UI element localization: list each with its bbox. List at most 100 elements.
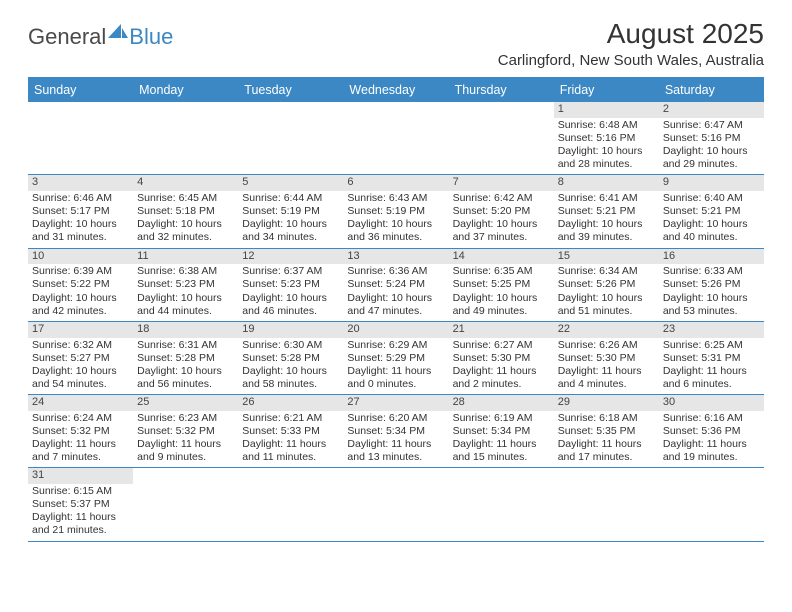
day-detail: Sunset: 5:28 PM — [242, 352, 339, 365]
day-number: 24 — [28, 395, 133, 411]
day-detail: and 0 minutes. — [347, 378, 444, 391]
day-detail: Sunrise: 6:23 AM — [137, 412, 234, 425]
day-cell: 21Sunrise: 6:27 AMSunset: 5:30 PMDayligh… — [449, 322, 554, 394]
day-detail: Sunrise: 6:21 AM — [242, 412, 339, 425]
day-detail: Daylight: 10 hours — [137, 365, 234, 378]
day-detail: Sunset: 5:26 PM — [558, 278, 655, 291]
day-detail: Daylight: 10 hours — [32, 292, 129, 305]
day-detail: Sunset: 5:30 PM — [453, 352, 550, 365]
day-detail: and 49 minutes. — [453, 305, 550, 318]
day-number: 13 — [343, 249, 448, 265]
day-detail: Sunrise: 6:19 AM — [453, 412, 550, 425]
day-detail: and 44 minutes. — [137, 305, 234, 318]
day-detail: Daylight: 10 hours — [242, 218, 339, 231]
day-detail: Sunset: 5:32 PM — [32, 425, 129, 438]
day-detail: Sunset: 5:33 PM — [242, 425, 339, 438]
day-detail: and 32 minutes. — [137, 231, 234, 244]
day-detail: Sunset: 5:30 PM — [558, 352, 655, 365]
day-detail: Daylight: 10 hours — [347, 218, 444, 231]
day-detail: Sunset: 5:18 PM — [137, 205, 234, 218]
week-row: 17Sunrise: 6:32 AMSunset: 5:27 PMDayligh… — [28, 322, 764, 395]
day-detail: Daylight: 10 hours — [558, 218, 655, 231]
title-block: August 2025 Carlingford, New South Wales… — [498, 18, 764, 69]
day-detail: Sunset: 5:24 PM — [347, 278, 444, 291]
day-number: 31 — [28, 468, 133, 484]
day-detail: Daylight: 11 hours — [242, 438, 339, 451]
day-detail: Daylight: 11 hours — [347, 365, 444, 378]
day-detail: and 37 minutes. — [453, 231, 550, 244]
location-text: Carlingford, New South Wales, Australia — [498, 52, 764, 69]
day-detail: Sunset: 5:16 PM — [663, 132, 760, 145]
day-cell: 29Sunrise: 6:18 AMSunset: 5:35 PMDayligh… — [554, 395, 659, 467]
day-detail: Sunrise: 6:43 AM — [347, 192, 444, 205]
day-cell: 5Sunrise: 6:44 AMSunset: 5:19 PMDaylight… — [238, 175, 343, 247]
day-number: 26 — [238, 395, 343, 411]
day-cell — [659, 468, 764, 540]
week-row: 10Sunrise: 6:39 AMSunset: 5:22 PMDayligh… — [28, 249, 764, 322]
day-number: 11 — [133, 249, 238, 265]
day-cell — [554, 468, 659, 540]
day-cell — [238, 468, 343, 540]
day-detail: and 36 minutes. — [347, 231, 444, 244]
day-detail: Daylight: 10 hours — [32, 365, 129, 378]
day-cell: 13Sunrise: 6:36 AMSunset: 5:24 PMDayligh… — [343, 249, 448, 321]
day-number: 1 — [554, 102, 659, 118]
day-detail: Sunrise: 6:36 AM — [347, 265, 444, 278]
day-number: 6 — [343, 175, 448, 191]
day-detail: Daylight: 11 hours — [558, 365, 655, 378]
day-number: 7 — [449, 175, 554, 191]
day-detail: Sunrise: 6:45 AM — [137, 192, 234, 205]
day-detail: Sunset: 5:32 PM — [137, 425, 234, 438]
day-detail: and 42 minutes. — [32, 305, 129, 318]
day-detail: Sunrise: 6:18 AM — [558, 412, 655, 425]
day-detail: and 40 minutes. — [663, 231, 760, 244]
day-cell: 26Sunrise: 6:21 AMSunset: 5:33 PMDayligh… — [238, 395, 343, 467]
day-number: 17 — [28, 322, 133, 338]
day-cell: 17Sunrise: 6:32 AMSunset: 5:27 PMDayligh… — [28, 322, 133, 394]
day-detail: and 9 minutes. — [137, 451, 234, 464]
day-detail: Daylight: 11 hours — [32, 438, 129, 451]
day-cell: 2Sunrise: 6:47 AMSunset: 5:16 PMDaylight… — [659, 102, 764, 174]
brand-part2: Blue — [129, 24, 173, 50]
day-detail: Sunset: 5:27 PM — [32, 352, 129, 365]
day-detail: and 34 minutes. — [242, 231, 339, 244]
day-detail: Sunset: 5:23 PM — [242, 278, 339, 291]
day-detail: Daylight: 11 hours — [137, 438, 234, 451]
day-detail: Sunrise: 6:40 AM — [663, 192, 760, 205]
day-detail: Sunrise: 6:37 AM — [242, 265, 339, 278]
day-detail: Daylight: 10 hours — [32, 218, 129, 231]
day-number: 28 — [449, 395, 554, 411]
day-detail: Sunset: 5:31 PM — [663, 352, 760, 365]
day-detail: and 19 minutes. — [663, 451, 760, 464]
day-detail: Daylight: 10 hours — [663, 292, 760, 305]
day-cell — [133, 468, 238, 540]
day-header: Sunday — [28, 78, 133, 102]
month-title: August 2025 — [498, 18, 764, 50]
calendar-page: General Blue August 2025 Carlingford, Ne… — [0, 0, 792, 542]
day-cell: 28Sunrise: 6:19 AMSunset: 5:34 PMDayligh… — [449, 395, 554, 467]
day-detail: Sunset: 5:37 PM — [32, 498, 129, 511]
day-detail: Sunset: 5:28 PM — [137, 352, 234, 365]
day-detail: Sunset: 5:16 PM — [558, 132, 655, 145]
day-header: Saturday — [659, 78, 764, 102]
day-detail: Sunrise: 6:35 AM — [453, 265, 550, 278]
day-detail: Sunrise: 6:47 AM — [663, 119, 760, 132]
day-detail: Sunrise: 6:24 AM — [32, 412, 129, 425]
day-cell: 25Sunrise: 6:23 AMSunset: 5:32 PMDayligh… — [133, 395, 238, 467]
week-row: 31Sunrise: 6:15 AMSunset: 5:37 PMDayligh… — [28, 468, 764, 541]
day-detail: Sunrise: 6:46 AM — [32, 192, 129, 205]
day-detail: and 28 minutes. — [558, 158, 655, 171]
day-number: 23 — [659, 322, 764, 338]
day-cell — [343, 102, 448, 174]
day-number: 15 — [554, 249, 659, 265]
day-detail: Sunrise: 6:15 AM — [32, 485, 129, 498]
day-detail: Sunrise: 6:20 AM — [347, 412, 444, 425]
day-cell: 10Sunrise: 6:39 AMSunset: 5:22 PMDayligh… — [28, 249, 133, 321]
day-detail: Sunrise: 6:41 AM — [558, 192, 655, 205]
day-cell: 19Sunrise: 6:30 AMSunset: 5:28 PMDayligh… — [238, 322, 343, 394]
day-cell: 24Sunrise: 6:24 AMSunset: 5:32 PMDayligh… — [28, 395, 133, 467]
day-detail: Daylight: 10 hours — [242, 292, 339, 305]
day-cell: 15Sunrise: 6:34 AMSunset: 5:26 PMDayligh… — [554, 249, 659, 321]
day-detail: Daylight: 10 hours — [453, 218, 550, 231]
day-cell: 27Sunrise: 6:20 AMSunset: 5:34 PMDayligh… — [343, 395, 448, 467]
